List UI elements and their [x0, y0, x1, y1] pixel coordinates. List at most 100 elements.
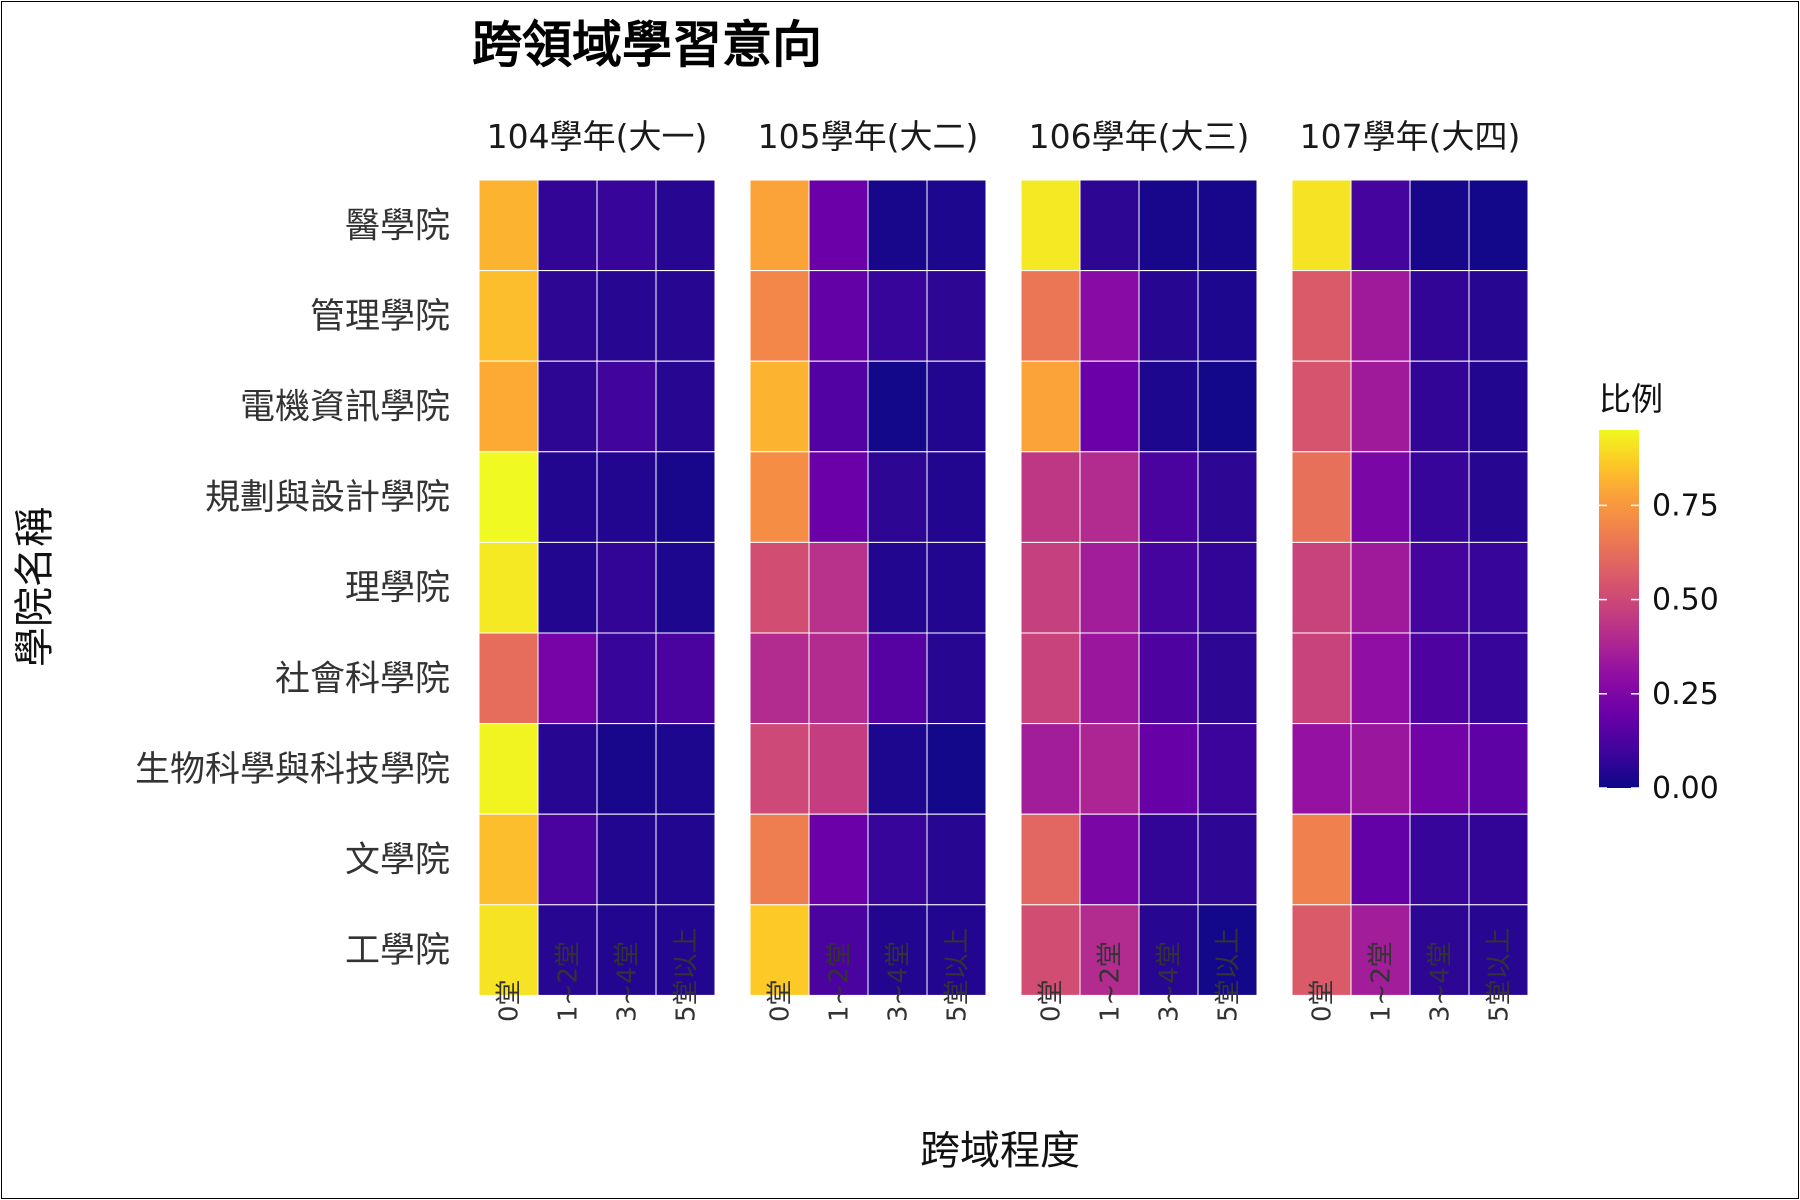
heatmap-cell — [1350, 179, 1411, 272]
y-tick-label: 工學院 — [345, 931, 450, 971]
heatmap-cell — [1350, 813, 1411, 906]
heatmap-cell — [926, 813, 987, 906]
heatmap-cell — [867, 723, 928, 815]
heatmap-cell — [867, 451, 928, 543]
heatmap-cell — [926, 904, 987, 996]
heatmap-cell — [537, 179, 598, 272]
heatmap-cell — [1079, 360, 1140, 453]
heatmap-cell — [808, 904, 869, 996]
heatmap-cell — [1138, 723, 1199, 815]
heatmap-cell — [1468, 179, 1529, 272]
facet-panels: 104學年(大一) 0堂 1~2堂 3~4堂 5堂以上 105學年(大二) 0堂 1~2堂 3~… — [478, 117, 1529, 1022]
heatmap-cell — [749, 541, 810, 634]
heatmap-cell — [1079, 723, 1140, 815]
heatmap-cell — [1291, 179, 1352, 272]
heatmap-cell — [596, 813, 657, 906]
x-tick-label: 5堂以上 — [1485, 927, 1515, 1022]
heatmap-cell — [1079, 270, 1140, 362]
heatmap-cell — [537, 632, 598, 725]
x-axis-label: 跨域程度 — [920, 1128, 1080, 1174]
heatmap-cell — [808, 179, 869, 272]
heatmap-cell — [926, 179, 987, 272]
heatmap-cell — [808, 541, 869, 634]
heatmap-cell — [1138, 632, 1199, 725]
heatmap-cell — [1291, 723, 1352, 815]
heatmap-cell — [1138, 541, 1199, 634]
heatmap-cell — [1468, 541, 1529, 634]
heatmap-cell — [1138, 270, 1199, 362]
facet-strip-label: 106學年(大三) — [1029, 117, 1250, 156]
heatmap-cell — [1020, 360, 1081, 453]
heatmap-cell — [1468, 904, 1529, 996]
heatmap-cell — [596, 632, 657, 725]
heatmap-cell — [1350, 723, 1411, 815]
y-tick-label: 理學院 — [345, 569, 450, 609]
heatmap-cell — [1291, 270, 1352, 362]
heatmap-cell — [1409, 541, 1470, 634]
heatmap-cell — [655, 360, 716, 453]
facet-panel: 106學年(大三) 0堂 1~2堂 3~4堂 5堂以上 — [1020, 117, 1258, 1022]
heatmap-cell — [808, 451, 869, 543]
heatmap-cell — [655, 632, 716, 725]
heatmap-cell — [478, 541, 539, 634]
y-axis-label: 學院名稱 — [12, 507, 58, 667]
heatmap-cell — [537, 451, 598, 543]
heatmap-cell — [1079, 541, 1140, 634]
heatmap-cell — [1197, 904, 1258, 996]
heatmap-cell — [596, 270, 657, 362]
heatmap-cell — [1291, 541, 1352, 634]
heatmap-cell — [867, 904, 928, 996]
heatmap-cell — [1350, 451, 1411, 543]
heatmap-cell — [537, 360, 598, 453]
heatmap-cell — [867, 179, 928, 272]
heatmap-cell — [1197, 541, 1258, 634]
heatmap-cell — [596, 541, 657, 634]
y-tick-label: 規劃與設計學院 — [205, 478, 450, 518]
y-tick-label: 管理學院 — [310, 297, 450, 337]
heatmap-cell — [596, 723, 657, 815]
legend-tick-label: 0.25 — [1652, 677, 1719, 712]
heatmap-cell — [1409, 179, 1470, 272]
heatmap-cell — [926, 632, 987, 725]
heatmap-cell — [1138, 813, 1199, 906]
heatmap-cell — [749, 179, 810, 272]
heatmap-cell — [1409, 360, 1470, 453]
heatmap-cell — [1020, 632, 1081, 725]
heatmap-cell — [1350, 360, 1411, 453]
heatmap-cell — [1079, 632, 1140, 725]
heatmap-cell — [478, 813, 539, 906]
legend-tick-label: 0.75 — [1652, 488, 1719, 523]
x-tick-label: 3~4堂 — [1426, 941, 1456, 1022]
heatmap-cell — [926, 270, 987, 362]
heatmap-cell — [478, 270, 539, 362]
heatmap-cell — [596, 360, 657, 453]
facet-strip-label: 107學年(大四) — [1300, 117, 1521, 156]
heatmap-cell — [1197, 723, 1258, 815]
heatmap-cell — [808, 270, 869, 362]
x-tick-label: 0堂 — [1037, 979, 1067, 1022]
heatmap-cell — [1138, 360, 1199, 453]
colorbar — [1599, 430, 1639, 788]
legend-tick-label: 0.50 — [1652, 583, 1719, 618]
heatmap-cell — [1138, 179, 1199, 272]
heatmap-cell — [867, 270, 928, 362]
heatmap-cell — [1079, 179, 1140, 272]
heatmap-cell — [1350, 541, 1411, 634]
facet-strip-label: 104學年(大一) — [487, 117, 708, 156]
heatmap-cell — [926, 451, 987, 543]
heatmap-cell — [478, 904, 539, 996]
heatmap-cell — [1468, 270, 1529, 362]
heatmap-cell — [537, 813, 598, 906]
heatmap-cell — [537, 270, 598, 362]
x-tick-label: 1~2堂 — [1096, 941, 1126, 1022]
heatmap-cell — [867, 541, 928, 634]
x-tick-label: 5堂以上 — [672, 927, 702, 1022]
y-axis-ticks: 醫學院管理學院電機資訊學院規劃與設計學院理學院社會科學院生物科學與科技學院文學院… — [135, 206, 450, 971]
heatmap-cell — [1020, 723, 1081, 815]
heatmap-cell — [867, 360, 928, 453]
heatmap-cell — [1197, 813, 1258, 906]
heatmap-cell — [537, 541, 598, 634]
heatmap-cell — [1409, 451, 1470, 543]
legend-ticks: 0.00 0.25 0.50 0.75 — [1599, 488, 1719, 806]
